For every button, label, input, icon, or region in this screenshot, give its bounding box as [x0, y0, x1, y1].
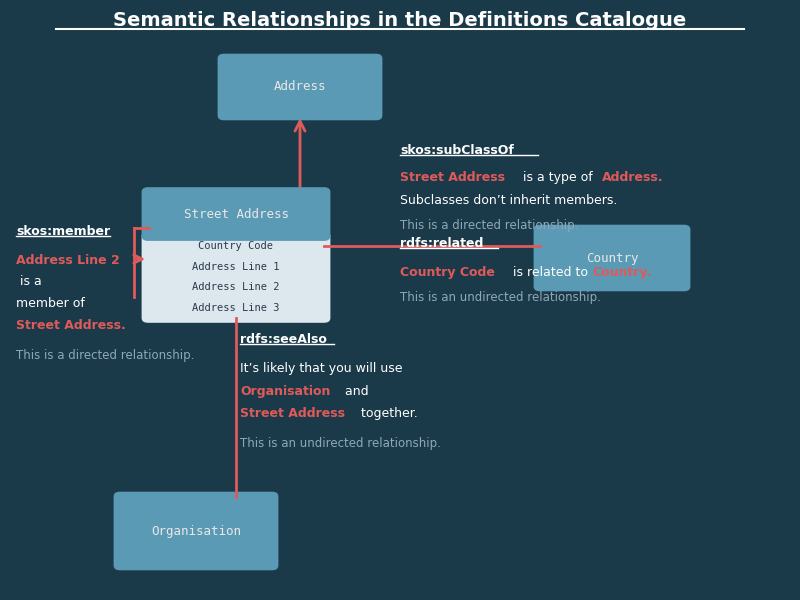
Text: Semantic Relationships in the Definitions Catalogue: Semantic Relationships in the Definition…: [114, 11, 686, 31]
Text: This is an undirected relationship.: This is an undirected relationship.: [240, 437, 441, 451]
Text: It’s likely that you will use: It’s likely that you will use: [240, 362, 402, 375]
Text: This is a directed relationship.: This is a directed relationship.: [400, 219, 578, 232]
FancyBboxPatch shape: [148, 232, 324, 253]
Text: and: and: [341, 385, 369, 398]
FancyBboxPatch shape: [218, 54, 382, 120]
Text: Street Address.: Street Address.: [16, 319, 126, 332]
Text: Address Line 1: Address Line 1: [192, 262, 280, 272]
FancyBboxPatch shape: [142, 231, 330, 323]
Text: rdfs:related: rdfs:related: [400, 237, 483, 250]
Text: Subclasses don’t inherit members.: Subclasses don’t inherit members.: [400, 194, 618, 207]
FancyBboxPatch shape: [534, 225, 690, 291]
Text: Organisation: Organisation: [240, 385, 330, 398]
Text: Country Code: Country Code: [198, 241, 274, 251]
Text: is a type of: is a type of: [519, 171, 597, 184]
Text: This is an undirected relationship.: This is an undirected relationship.: [400, 291, 601, 304]
FancyBboxPatch shape: [114, 492, 278, 570]
Text: Country.: Country.: [592, 266, 651, 279]
Text: Street Address: Street Address: [183, 208, 289, 221]
Text: This is a directed relationship.: This is a directed relationship.: [16, 349, 194, 362]
Text: Address Line 2: Address Line 2: [16, 254, 120, 267]
Text: is a: is a: [16, 275, 42, 289]
Text: Street Address: Street Address: [400, 171, 505, 184]
Text: Street Address: Street Address: [240, 407, 345, 421]
Text: member of: member of: [16, 297, 85, 310]
Text: Address.: Address.: [602, 171, 663, 184]
FancyBboxPatch shape: [142, 187, 330, 241]
Text: Country Code: Country Code: [400, 266, 495, 279]
Text: rdfs:seeAlso: rdfs:seeAlso: [240, 333, 327, 346]
Text: together.: together.: [357, 407, 418, 421]
Text: Address Line 2: Address Line 2: [192, 282, 280, 292]
Text: Organisation: Organisation: [151, 524, 241, 538]
Text: skos:member: skos:member: [16, 225, 110, 238]
Text: is related to: is related to: [509, 266, 592, 279]
Text: Address Line 3: Address Line 3: [192, 303, 280, 313]
Text: Address: Address: [274, 80, 326, 94]
FancyBboxPatch shape: [148, 218, 324, 236]
Text: skos:subClassOf: skos:subClassOf: [400, 144, 514, 157]
Text: Country: Country: [586, 251, 638, 265]
